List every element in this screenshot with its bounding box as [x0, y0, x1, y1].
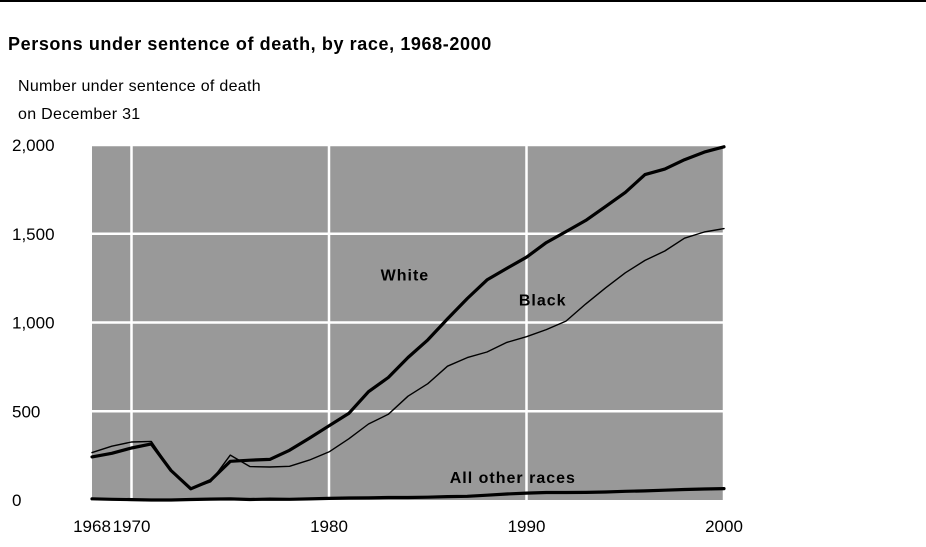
y-axis-label-line-1: Number under sentence of death [18, 78, 261, 95]
x-tick-label: 1968 [73, 517, 111, 536]
grid-lines [92, 143, 726, 500]
y-axis-label-line-2: on December 31 [18, 106, 141, 123]
series-label-all-other-races: All other races [450, 470, 576, 487]
series-lines [90, 145, 726, 502]
x-tick-label: 1970 [113, 517, 151, 536]
series-labels: White Black All other races [381, 268, 576, 487]
y-tick-label: 1,000 [12, 314, 55, 333]
y-tick-label: 1,500 [12, 225, 55, 244]
series-line-black [91, 227, 725, 490]
y-tick-labels: 0 500 1,000 1,500 2,000 [12, 136, 55, 510]
x-tick-labels: 1968 1970 1980 1990 2000 [73, 517, 743, 536]
y-tick-label: 500 [12, 402, 40, 421]
series-line-all-other-races [90, 487, 726, 502]
y-tick-label: 0 [12, 491, 21, 510]
series-label-black: Black [519, 292, 567, 309]
top-rule [0, 0, 926, 2]
series-label-white: White [381, 268, 430, 285]
x-tick-label: 1980 [310, 517, 348, 536]
chart-title: Persons under sentence of death, by race… [8, 34, 492, 54]
x-tick-label: 2000 [705, 517, 743, 536]
y-tick-label: 2,000 [12, 136, 55, 155]
x-tick-label: 1990 [508, 517, 546, 536]
